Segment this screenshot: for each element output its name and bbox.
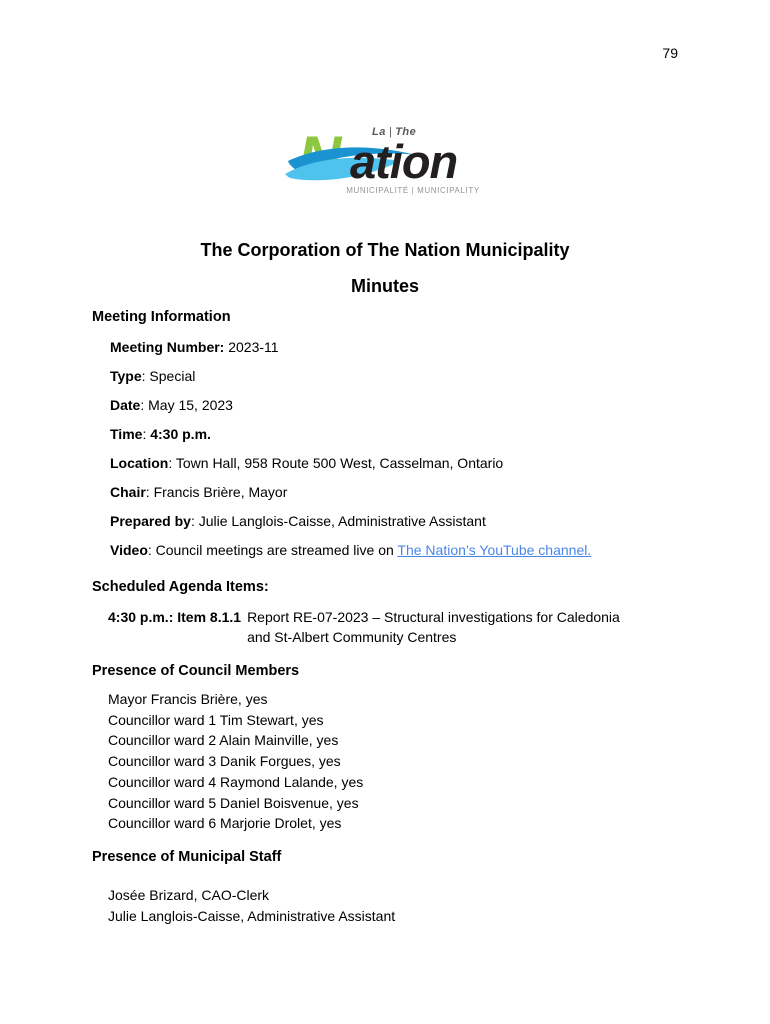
field-location: Location: Town Hall, 958 Route 500 West,…	[110, 455, 770, 472]
field-value: : Francis Brière, Mayor	[145, 484, 288, 500]
council-member-row: Councillor ward 3 Danik Forgues, yes	[108, 753, 341, 770]
field-meeting-number: Meeting Number: 2023-11	[110, 339, 770, 356]
council-member-row: Councillor ward 6 Marjorie Drolet, yes	[108, 815, 342, 832]
field-value: : Special	[141, 368, 196, 384]
field-type: Type: Special	[110, 368, 770, 385]
meeting-information-fields: Meeting Number: 2023-11 Type: Special Da…	[110, 339, 770, 559]
council-member-row: Councillor ward 1 Tim Stewart, yes	[108, 711, 324, 728]
nation-municipality-logo: N La|The ation MUNICIPALITÉ | MUNICIPALI…	[285, 124, 480, 195]
agenda-item-text: Report RE-07-2023 – Structural investiga…	[247, 608, 620, 647]
field-label: Video	[110, 542, 148, 558]
field-value: : Council meetings are streamed live on	[147, 542, 398, 558]
scheduled-agenda-heading: Scheduled Agenda Items:	[92, 579, 269, 595]
field-value: : May 15, 2023	[140, 397, 233, 413]
staff-member-row: Josée Brizard, CAO-Clerk	[108, 886, 270, 903]
council-member-row: Councillor ward 5 Daniel Boisvenue, yes	[108, 794, 359, 811]
logo-wave-light-icon	[285, 157, 400, 181]
field-date: Date: May 15, 2023	[110, 397, 770, 414]
field-value: 2023-11	[224, 339, 279, 355]
field-label: Prepared by	[110, 513, 191, 529]
staff-member-row: Julie Langlois-Caisse, Administrative As…	[108, 907, 396, 924]
page-number: 79	[662, 45, 678, 61]
field-video: Video: Council meetings are streamed liv…	[110, 542, 770, 559]
document-title: The Corporation of The Nation Municipali…	[200, 240, 570, 260]
field-label: Time	[110, 426, 143, 442]
document-subtitle: Minutes	[350, 276, 419, 296]
agenda-item-time-label: 4:30 p.m.: Item 8.1.1	[108, 609, 242, 625]
logo-la-the-label: La | The	[372, 126, 416, 138]
logo-wave-dark-icon	[288, 147, 416, 170]
field-value: : Julie Langlois-Caisse, Administrative …	[190, 513, 486, 529]
field-value-bold: 4:30 p.m.	[150, 426, 211, 442]
field-value: : Town Hall, 958 Route 500 West, Casselm…	[168, 455, 504, 471]
field-label: Location	[110, 455, 169, 471]
council-member-row: Mayor Francis Brière, yes	[108, 691, 268, 707]
meeting-information-heading: Meeting Information	[92, 309, 231, 325]
field-label: Type	[110, 368, 142, 384]
field-label: Date	[110, 397, 141, 413]
council-member-row: Councillor ward 2 Alain Mainville, yes	[108, 732, 339, 749]
field-label: Meeting Number:	[110, 339, 225, 355]
field-separator: :	[142, 426, 151, 442]
logo-ation-text: ation	[350, 135, 457, 188]
field-chair: Chair: Francis Brière, Mayor	[110, 484, 770, 501]
agenda-item: 4:30 p.m.: Item 8.1.1 Report RE-07-2023 …	[108, 608, 770, 647]
logo-caption: MUNICIPALITÉ | MUNICIPALITY	[346, 186, 480, 195]
field-label: Chair	[110, 484, 146, 500]
council-presence-heading: Presence of Council Members	[92, 663, 300, 679]
council-member-row: Councillor ward 4 Raymond Lalande, yes	[108, 773, 364, 790]
municipal-staff-list: Josée Brizard, CAO-Clerk Julie Langlois-…	[108, 885, 770, 926]
agenda-item-line2: and St-Albert Community Centres	[247, 628, 457, 645]
field-prepared-by: Prepared by: Julie Langlois-Caisse, Admi…	[110, 513, 770, 530]
youtube-channel-link[interactable]: The Nation’s YouTube channel.	[397, 542, 592, 558]
staff-presence-heading: Presence of Municipal Staff	[92, 848, 282, 865]
agenda-item-line1: Report RE-07-2023 – Structural investiga…	[247, 609, 620, 625]
council-members-list: Mayor Francis Brière, yes Councillor war…	[108, 689, 770, 834]
field-time: Time: 4:30 p.m.	[110, 426, 770, 443]
